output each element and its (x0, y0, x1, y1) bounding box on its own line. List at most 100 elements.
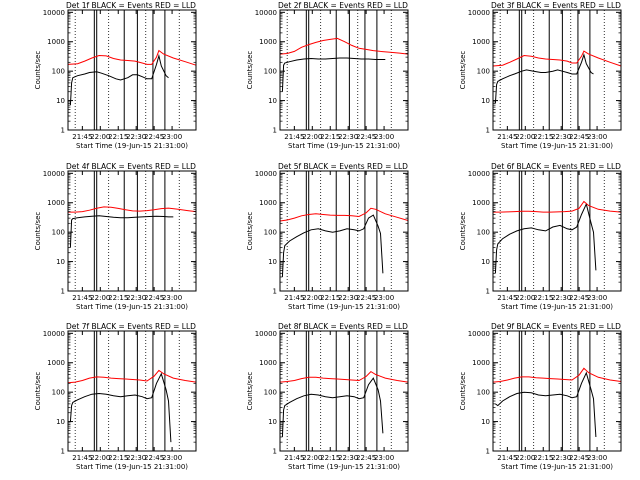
x-tick-label: 22:00 (302, 454, 322, 462)
series-line-lld (492, 50, 622, 67)
y-tick-label: 1 (273, 288, 277, 296)
x-tick-label: 22:15 (533, 133, 553, 141)
y-axis-label: Counts/sec (34, 51, 42, 90)
panel-title: Det 4f BLACK = Events RED = LLD (66, 162, 196, 171)
series-line-lld (279, 37, 409, 55)
y-tick-label: 1 (61, 448, 65, 456)
y-tick-label: 10000 (43, 170, 65, 178)
y-tick-label: 100 (52, 68, 65, 76)
x-tick-label: 21:45 (284, 454, 304, 462)
y-tick-label: 1 (486, 448, 490, 456)
y-axis-label: Counts/sec (246, 212, 254, 251)
y-tick-label: 1000 (47, 38, 65, 46)
y-tick-label: 100 (264, 389, 277, 397)
y-tick-label: 1000 (47, 199, 65, 207)
y-axis-label: Counts/sec (459, 51, 467, 90)
x-tick-label: 21:45 (72, 133, 92, 141)
series-line-events (494, 53, 594, 104)
x-tick-label: 22:30 (338, 294, 358, 302)
y-tick-label: 1 (273, 127, 277, 135)
x-tick-label: 22:45 (569, 294, 589, 302)
plot-frame (492, 330, 622, 452)
x-tick-label: 22:45 (144, 294, 164, 302)
x-tick-label: 22:15 (108, 454, 128, 462)
series-line-lld (279, 207, 409, 222)
x-tick-label: 22:15 (533, 454, 553, 462)
y-axis-label: Counts/sec (246, 51, 254, 90)
x-tick-label: 22:15 (533, 294, 553, 302)
y-tick-label: 1 (273, 448, 277, 456)
y-tick-label: 10000 (255, 9, 277, 17)
y-tick-label: 10000 (43, 330, 65, 338)
y-axis-label: Counts/sec (34, 372, 42, 411)
y-tick-label: 10 (268, 97, 277, 105)
series-line-events (69, 215, 174, 248)
y-tick-label: 1000 (47, 359, 65, 367)
y-tick-label: 1000 (259, 359, 277, 367)
series-line-events (494, 202, 597, 274)
x-tick-label: 22:00 (90, 294, 110, 302)
y-tick-label: 1 (61, 288, 65, 296)
x-axis-label: Start Time (19-Jun-15 21:31:00) (76, 142, 188, 150)
y-axis-label: Counts/sec (34, 212, 42, 251)
y-tick-label: 10 (56, 258, 65, 266)
y-tick-label: 10 (481, 258, 490, 266)
x-tick-label: 23:00 (587, 454, 607, 462)
x-tick-label: 22:15 (108, 294, 128, 302)
panel-3: Det 3f BLACK = Events RED = LLD 1 10 100 100… (459, 1, 622, 150)
series-line-lld (67, 369, 197, 384)
panel-2: Det 2f BLACK = Events RED = LLD 1 10 100 100… (246, 1, 409, 150)
series-line-lld (493, 200, 622, 213)
plot-frame (279, 9, 409, 131)
x-tick-label: 22:30 (551, 133, 571, 141)
x-tick-label: 21:45 (72, 294, 92, 302)
panel-title: Det 5f BLACK = Events RED = LLD (278, 162, 408, 171)
x-tick-label: 22:00 (515, 294, 535, 302)
y-tick-label: 10000 (468, 330, 490, 338)
x-tick-label: 22:30 (551, 454, 571, 462)
x-axis-label: Start Time (19-Jun-15 21:31:00) (501, 142, 613, 150)
plot-frame (67, 170, 197, 292)
series-line-lld (279, 370, 409, 383)
x-tick-label: 23:00 (374, 454, 394, 462)
x-tick-label: 21:45 (497, 133, 517, 141)
x-tick-label: 21:45 (284, 294, 304, 302)
plot-frame (67, 330, 197, 452)
y-tick-label: 1000 (259, 38, 277, 46)
x-tick-label: 22:00 (302, 133, 322, 141)
x-tick-label: 23:00 (162, 454, 182, 462)
x-axis-label: Start Time (19-Jun-15 21:31:00) (501, 463, 613, 471)
x-tick-label: 22:15 (320, 133, 340, 141)
y-tick-label: 100 (477, 68, 490, 76)
panel-1: Det 1f BLACK = Events RED = LLD 1 10 100 100… (34, 1, 197, 150)
panel-9: Det 9f BLACK = Events RED = LLD 1 10 100 100… (459, 322, 622, 471)
x-tick-label: 22:30 (338, 454, 358, 462)
y-tick-label: 10 (268, 258, 277, 266)
y-tick-label: 100 (477, 229, 490, 237)
x-axis-label: Start Time (19-Jun-15 21:31:00) (288, 142, 400, 150)
x-tick-label: 22:45 (356, 133, 376, 141)
panel-title: Det 3f BLACK = Events RED = LLD (491, 1, 621, 10)
x-tick-label: 22:15 (108, 133, 128, 141)
y-tick-label: 10000 (468, 9, 490, 17)
y-tick-label: 100 (52, 229, 65, 237)
y-axis-label: Counts/sec (246, 372, 254, 411)
y-tick-label: 100 (477, 389, 490, 397)
panel-4: Det 4f BLACK = Events RED = LLD 1 10 100 100… (34, 162, 197, 311)
x-axis-label: Start Time (19-Jun-15 21:31:00) (76, 303, 188, 311)
x-tick-label: 22:00 (515, 133, 535, 141)
x-tick-label: 21:45 (497, 294, 517, 302)
panel-title: Det 9f BLACK = Events RED = LLD (491, 322, 621, 331)
x-tick-label: 22:45 (569, 454, 589, 462)
y-tick-label: 1 (486, 288, 490, 296)
x-tick-label: 21:45 (72, 454, 92, 462)
x-tick-label: 23:00 (374, 294, 394, 302)
x-tick-label: 22:45 (356, 294, 376, 302)
x-tick-label: 22:30 (126, 294, 146, 302)
x-tick-label: 22:00 (302, 294, 322, 302)
series-line-lld (68, 206, 197, 213)
series-line-events (69, 53, 169, 106)
y-tick-label: 10 (481, 97, 490, 105)
panel-title: Det 1f BLACK = Events RED = LLD (66, 1, 196, 10)
plot-frame (67, 9, 197, 131)
